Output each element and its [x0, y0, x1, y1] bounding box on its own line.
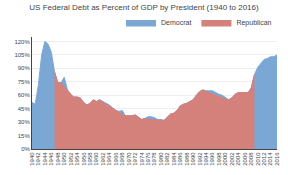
svg-text:45%: 45% — [18, 106, 31, 112]
svg-text:15%: 15% — [18, 133, 31, 139]
svg-text:2014: 2014 — [268, 152, 274, 166]
svg-text:105%: 105% — [14, 52, 30, 58]
svg-text:1988: 1988 — [184, 152, 190, 166]
svg-text:1968: 1968 — [119, 152, 125, 166]
svg-text:Democrat: Democrat — [161, 19, 191, 26]
svg-text:1972: 1972 — [132, 152, 138, 166]
svg-text:2010: 2010 — [255, 152, 261, 166]
svg-text:1986: 1986 — [177, 152, 183, 166]
svg-text:90%: 90% — [18, 65, 31, 71]
svg-text:2008: 2008 — [248, 152, 254, 166]
svg-text:1952: 1952 — [68, 152, 74, 166]
svg-text:60%: 60% — [18, 92, 31, 98]
svg-text:1966: 1966 — [113, 152, 119, 166]
svg-text:30%: 30% — [18, 119, 31, 125]
svg-text:1954: 1954 — [74, 152, 80, 166]
svg-text:1940: 1940 — [29, 152, 35, 166]
svg-text:1944: 1944 — [42, 152, 48, 166]
svg-text:1990: 1990 — [190, 152, 196, 166]
svg-text:1994: 1994 — [203, 152, 209, 166]
svg-text:US Federal Debt as Percent of: US Federal Debt as Percent of GDP by Pre… — [29, 3, 259, 12]
svg-text:2004: 2004 — [235, 152, 241, 166]
svg-text:1956: 1956 — [81, 152, 87, 166]
svg-text:1958: 1958 — [87, 152, 93, 166]
svg-text:1962: 1962 — [100, 152, 106, 166]
svg-text:1950: 1950 — [61, 152, 67, 166]
svg-text:1948: 1948 — [55, 152, 61, 166]
svg-text:1974: 1974 — [139, 152, 145, 166]
svg-text:0%: 0% — [21, 146, 30, 152]
svg-text:2016: 2016 — [274, 152, 280, 166]
svg-text:1984: 1984 — [171, 152, 177, 166]
svg-text:1960: 1960 — [93, 152, 99, 166]
svg-text:1980: 1980 — [158, 152, 164, 166]
svg-text:1976: 1976 — [145, 152, 151, 166]
svg-text:1970: 1970 — [126, 152, 132, 166]
svg-text:1992: 1992 — [197, 152, 203, 166]
svg-text:120%: 120% — [14, 39, 30, 45]
svg-text:2000: 2000 — [222, 152, 228, 166]
svg-text:2006: 2006 — [242, 152, 248, 166]
svg-text:2012: 2012 — [261, 152, 267, 166]
svg-text:1998: 1998 — [216, 152, 222, 166]
svg-text:1978: 1978 — [151, 152, 157, 166]
svg-text:Republican: Republican — [236, 19, 271, 27]
svg-text:1982: 1982 — [164, 152, 170, 166]
svg-text:1946: 1946 — [48, 152, 54, 166]
svg-text:1996: 1996 — [209, 152, 215, 166]
svg-text:1964: 1964 — [106, 152, 112, 166]
svg-text:75%: 75% — [18, 79, 31, 85]
svg-text:1942: 1942 — [35, 152, 41, 166]
svg-text:2002: 2002 — [229, 152, 235, 166]
